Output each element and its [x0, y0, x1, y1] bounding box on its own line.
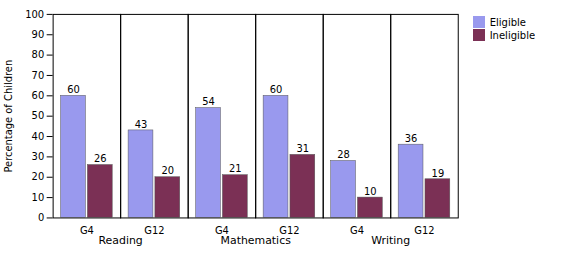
svg-text:31: 31 [297, 143, 310, 154]
svg-text:70: 70 [32, 70, 45, 81]
svg-text:10: 10 [364, 186, 377, 197]
svg-text:Writing: Writing [371, 234, 410, 247]
svg-text:54: 54 [202, 96, 215, 107]
svg-text:21: 21 [229, 163, 242, 174]
svg-text:10: 10 [32, 192, 45, 203]
svg-text:26: 26 [94, 153, 107, 164]
svg-text:Percentage of Children: Percentage of Children [3, 60, 14, 173]
svg-text:60: 60 [270, 84, 283, 95]
svg-text:80: 80 [32, 49, 45, 60]
svg-text:50: 50 [32, 110, 45, 121]
svg-text:G4: G4 [350, 225, 364, 236]
html-text:Ineligible: Ineligible [489, 29, 536, 41]
svg-text:30: 30 [32, 151, 45, 162]
svg-text:20: 20 [32, 171, 45, 182]
svg-text:G4: G4 [80, 225, 94, 236]
svg-text:28: 28 [337, 149, 350, 160]
svg-text:40: 40 [32, 131, 45, 142]
svg-text:60: 60 [67, 84, 80, 95]
svg-text:43: 43 [135, 119, 148, 130]
svg-text:Mathematics: Mathematics [221, 234, 292, 247]
svg-text:20: 20 [162, 165, 175, 176]
svg-text:G12: G12 [279, 224, 300, 236]
svg-text:Reading: Reading [99, 234, 143, 247]
svg-text:60: 60 [32, 90, 45, 101]
svg-text:36: 36 [405, 133, 418, 144]
svg-text:0: 0 [38, 212, 44, 223]
svg-text:G12: G12 [414, 225, 434, 236]
svg-text:19: 19 [432, 167, 445, 178]
svg-text:G4: G4 [214, 224, 229, 236]
svg-text:G12: G12 [144, 225, 164, 236]
svg-text:100: 100 [25, 9, 44, 20]
html-text:Eligible: Eligible [489, 16, 526, 28]
svg-text:90: 90 [32, 29, 45, 40]
